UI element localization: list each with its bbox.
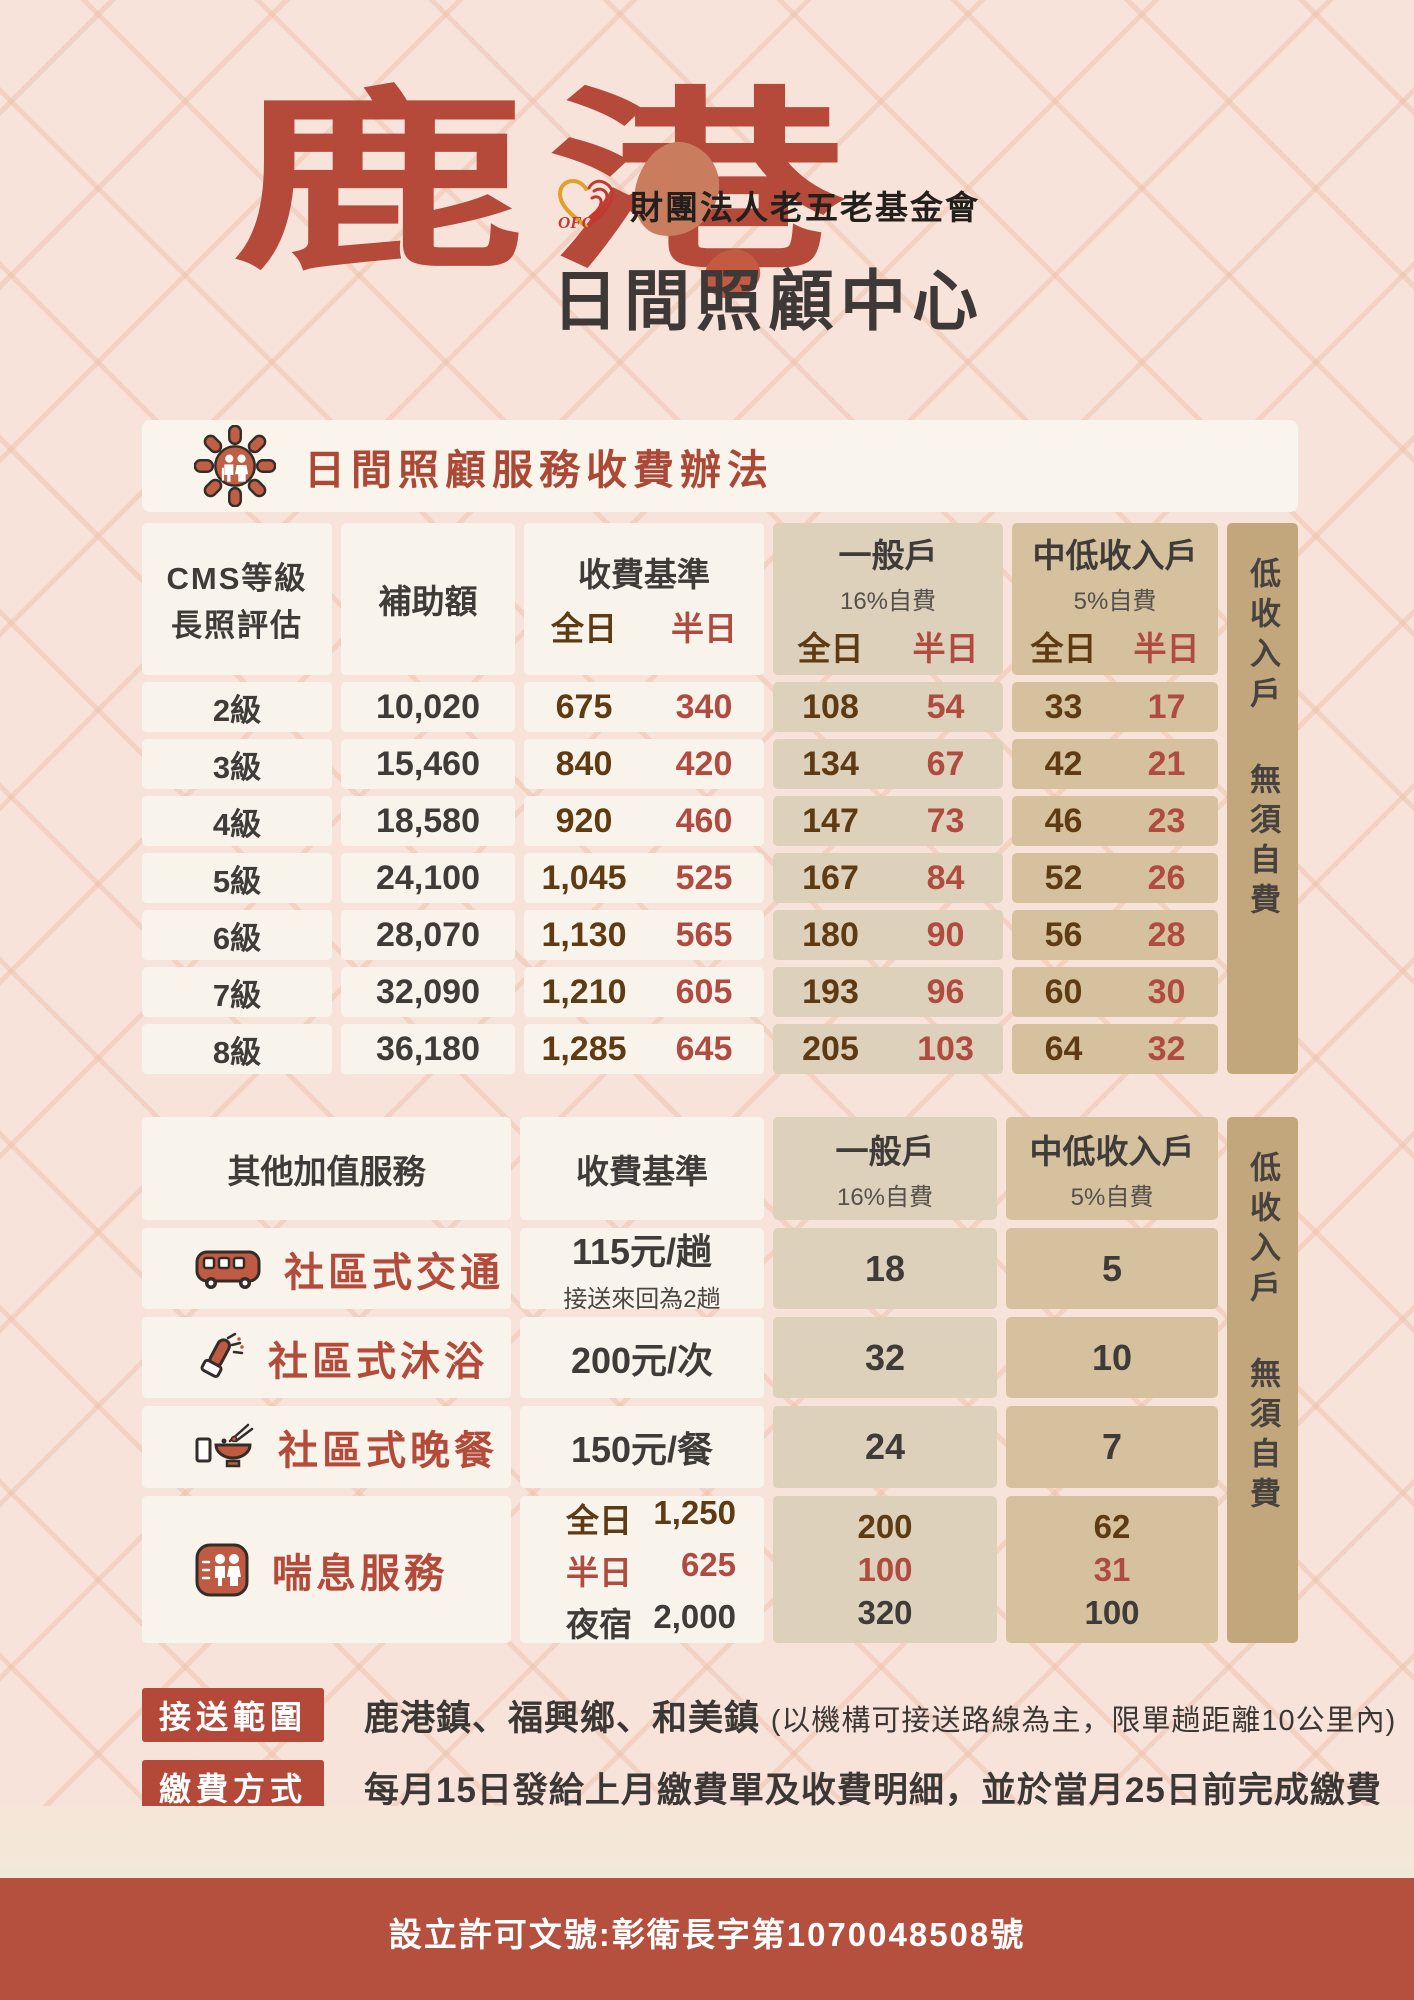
meal-icon (195, 1423, 254, 1468)
section-title: 日間照顧服務收費辦法 (304, 447, 774, 493)
pickup-range-text: 鹿港鎮、福興鄉、和美鎮 (364, 1698, 761, 1738)
fee-col-low-income: 低收入戶 無須自費 (1227, 523, 1298, 1074)
shower-icon (200, 1332, 244, 1378)
table-row: 5級 (142, 853, 332, 903)
fee-col-subsidy: 補助額 (341, 523, 515, 675)
fee-col-general: 一般戶 16%自費 全日 半日 (773, 523, 1003, 675)
center-subtitle: 日間照顧中心 (552, 264, 984, 338)
table-row: 4級 (142, 796, 332, 846)
pickup-range-subtext: (以機構可接送路線為主，限單趟距離10公里內) (770, 1704, 1397, 1737)
license-number: 設立許可文號:彰衛長字第1070048508號 (388, 1916, 1026, 1953)
footer-band: 設立許可文號:彰衛長字第1070048508號 (0, 1878, 1414, 2000)
half-day-label: 半日 (671, 610, 737, 647)
footer-cream-strip (0, 1806, 1414, 1878)
service-row-transport: 社區式交通 (142, 1228, 511, 1309)
svc-col-service: 其他加值服務 (142, 1117, 511, 1220)
sun-elderly-icon (194, 425, 276, 507)
svc-col-general: 一般戶 16%自費 (773, 1117, 997, 1220)
brand-title: 鹿港 (232, 74, 865, 292)
pickup-range-row: 接送範圍 鹿港鎮、福興鄉、和美鎮 (以機構可接送路線為主，限單趟距離10公里內) (142, 1688, 1396, 1742)
org-name: 財團法人老五老基金會 (630, 191, 980, 227)
pickup-range-badge: 接送範圍 (142, 1688, 324, 1742)
ofo-logo-text: OFO (558, 213, 594, 232)
table-row: 2級 (142, 682, 332, 732)
service-row-respite: 喘息服務 (142, 1496, 511, 1643)
fee-col-base: 收費基準 全日 半日 (524, 523, 764, 675)
service-row-bath: 社區式沐浴 (142, 1317, 511, 1398)
payment-method-text: 每月15日發給上月繳費單及收費明細，並於當月25日前完成繳費 (364, 1770, 1382, 1810)
payment-method-badge: 繳費方式 (142, 1760, 324, 1814)
payment-method-row: 繳費方式 每月15日發給上月繳費單及收費明細，並於當月25日前完成繳費 (142, 1760, 1382, 1814)
low-income-label: 低收入戶 (1245, 557, 1280, 717)
service-row-dinner: 社區式晚餐 (142, 1406, 511, 1488)
low-income-note: 無須自費 (1245, 763, 1280, 923)
svc-col-low-income: 低收入戶 無須自費 (1227, 1117, 1298, 1643)
table-row: 8級 (142, 1024, 332, 1074)
bus-icon (195, 1250, 261, 1289)
ofo-heart-logo-icon: OFO (557, 178, 615, 232)
table-row: 7級 (142, 967, 332, 1017)
section-header: 日間照顧服務收費辦法 (142, 420, 1298, 512)
org-row: OFO 財團法人老五老基金會 (556, 178, 980, 232)
svc-col-base: 收費基準 (520, 1117, 764, 1220)
respite-couple-icon (195, 1543, 249, 1596)
table-row: 6級 (142, 910, 332, 960)
full-day-label: 全日 (551, 610, 617, 647)
svc-col-midlow: 中低收入戶 5%自費 (1006, 1117, 1218, 1220)
fee-col-assessment: CMS等級 長照評估 (142, 523, 332, 675)
fee-table: 低收入戶 無須自費 CMS等級 長照評估 補助額 收費基準 全日 半日 一般戶 … (142, 523, 1298, 1074)
fee-col-midlow: 中低收入戶 5%自費 全日 半日 (1012, 523, 1218, 675)
table-row: 3級 (142, 739, 332, 789)
services-table: 低收入戶 無須自費 其他加值服務 收費基準 一般戶 16%自費 中低收入戶 5%… (142, 1117, 1298, 1643)
